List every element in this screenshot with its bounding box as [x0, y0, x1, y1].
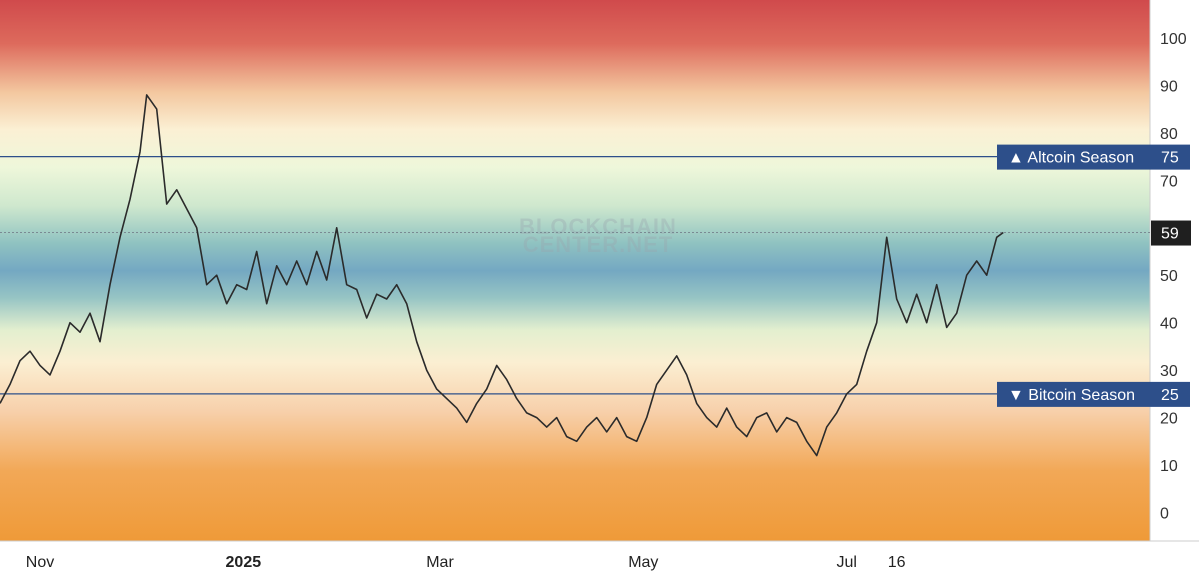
y-tick-label: 100	[1160, 31, 1187, 48]
threshold-badge: ▲ Altcoin Season 75	[997, 144, 1190, 170]
threshold-badge-bg	[997, 381, 1190, 407]
current-value-badge-bg	[1151, 220, 1191, 246]
current-value-badge: 59	[1151, 220, 1191, 246]
y-tick-label: 10	[1160, 458, 1178, 475]
y-axis-panel	[1150, 0, 1199, 541]
x-axis-ticks: Nov 2025 Mar May Jul 16	[26, 554, 906, 571]
index-line	[0, 94, 1004, 457]
series-layer	[0, 94, 1004, 457]
threshold-badge-label: ▲ Altcoin Season	[1008, 150, 1134, 167]
threshold-badge-label: ▼ Bitcoin Season	[1008, 387, 1135, 404]
x-tick-label: Mar	[426, 554, 454, 571]
x-tick-label: 16	[888, 554, 906, 571]
y-tick-label: 40	[1160, 316, 1178, 333]
threshold-badge-value: 75	[1161, 150, 1179, 167]
watermark-line-2: CENTER.NET	[523, 232, 674, 257]
x-tick-label: Jul	[836, 554, 856, 571]
y-tick-label: 30	[1160, 363, 1178, 380]
watermark-line-1: BLOCKCHAIN	[519, 214, 677, 239]
y-tick-label: 80	[1160, 126, 1178, 143]
x-tick-label: 2025	[226, 554, 262, 571]
threshold-badge-value: 25	[1161, 387, 1179, 404]
y-tick-label: 90	[1160, 78, 1178, 95]
x-tick-label: May	[628, 554, 658, 571]
x-axis-panel	[0, 541, 1199, 582]
current-value-badge-label: 59	[1161, 226, 1179, 243]
threshold-badge-bg	[997, 144, 1190, 170]
y-tick-label: 50	[1160, 268, 1178, 285]
x-tick-label: Nov	[26, 554, 54, 571]
plot-background	[0, 0, 1150, 541]
y-tick-label: 0	[1160, 506, 1169, 523]
value-badges: ▲ Altcoin Season 75 ▼ Bitcoin Season 25 59	[997, 144, 1191, 407]
threshold-lines	[0, 155, 1150, 395]
y-tick-label: 20	[1160, 411, 1178, 428]
y-tick-label: 70	[1160, 173, 1178, 190]
threshold-badge: ▼ Bitcoin Season 25	[997, 381, 1190, 407]
